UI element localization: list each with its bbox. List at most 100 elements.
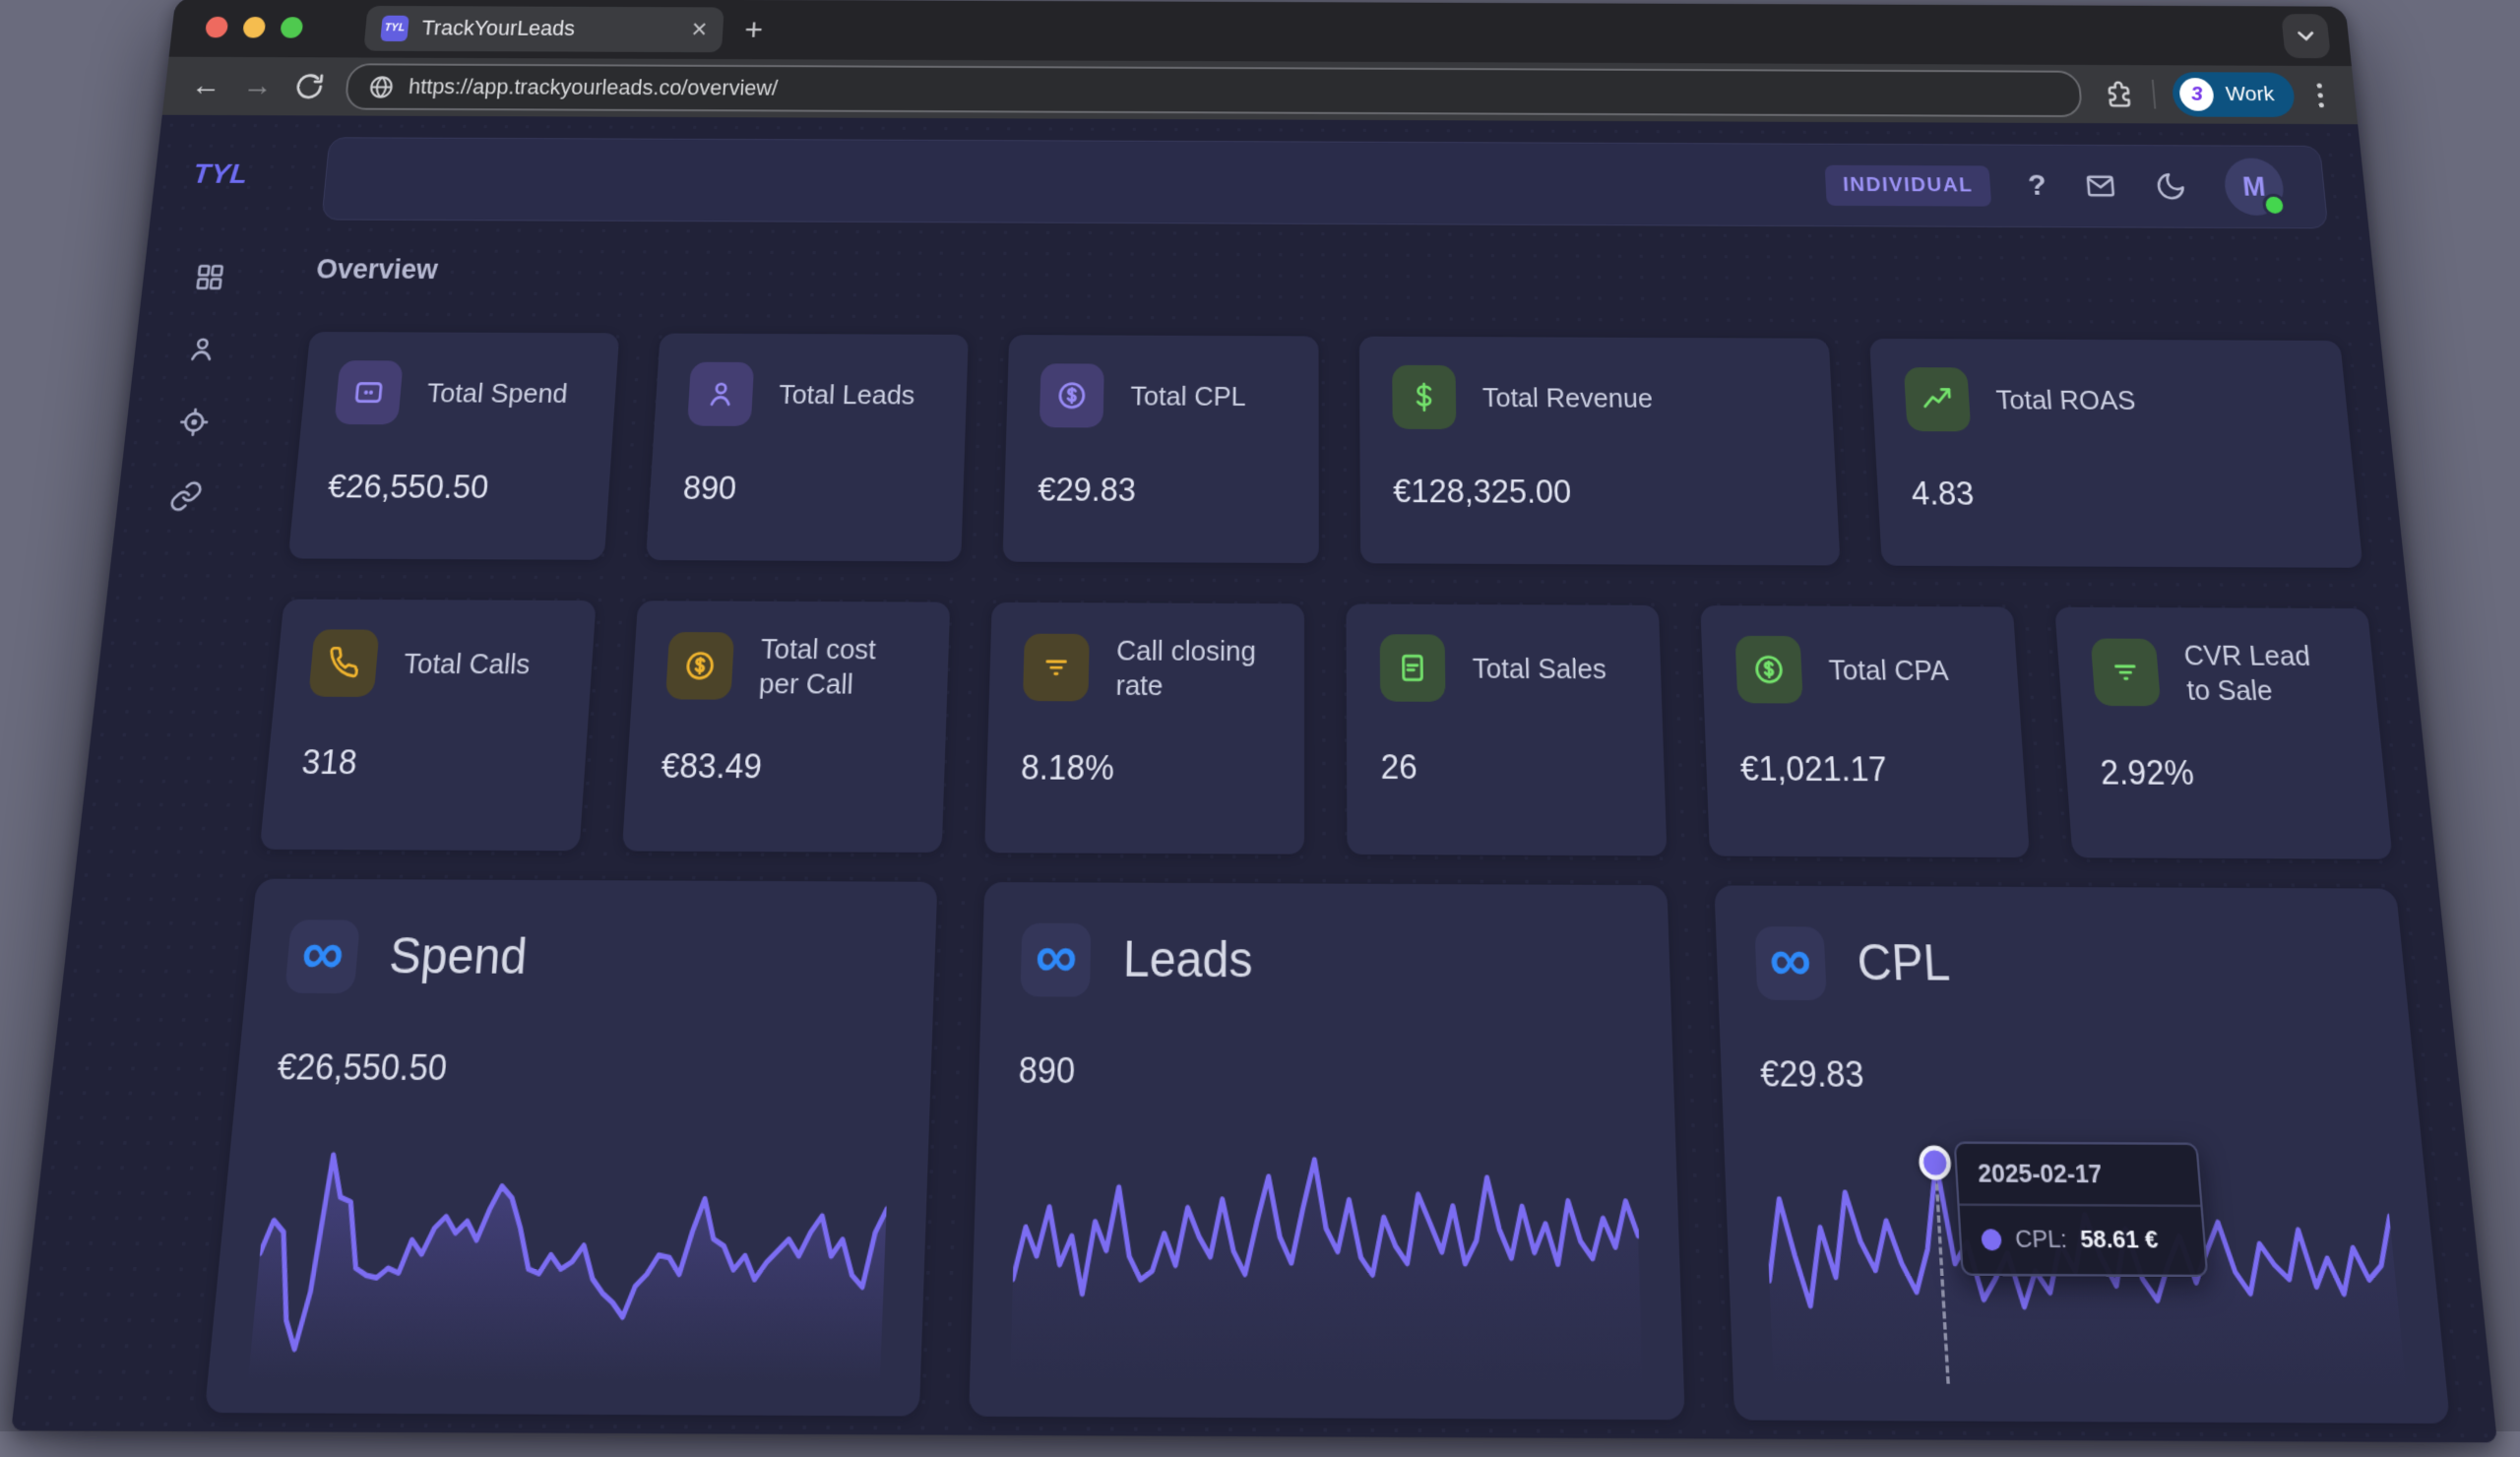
- chart-total-value: €29.83: [1759, 1053, 1865, 1096]
- series-dot-icon: [1981, 1229, 2003, 1251]
- online-status-dot: [2261, 193, 2288, 217]
- sidebar-item-leads[interactable]: [184, 334, 220, 365]
- tab-search-button[interactable]: [2281, 14, 2331, 59]
- stat-card: Total CPA €1,021.17: [1700, 605, 2031, 858]
- stat-card: Total cost per Call €83.49: [621, 601, 951, 854]
- tab-strip: TYL TrackYourLeads × +: [168, 0, 2352, 67]
- forward-button[interactable]: →: [241, 69, 275, 102]
- stat-label: Total Sales: [1472, 652, 1607, 685]
- chart-total-value: 890: [1018, 1049, 1076, 1092]
- stat-value: €83.49: [660, 746, 764, 787]
- stat-label: Total Revenue: [1481, 381, 1654, 414]
- coin-icon: [1055, 379, 1089, 412]
- leads-line-chart[interactable]: [1010, 1142, 1644, 1388]
- link-icon: [167, 479, 203, 512]
- reload-button[interactable]: [293, 72, 326, 101]
- stat-value: €1,021.17: [1739, 749, 1888, 790]
- top-header-bar: INDIVIDUAL ? M: [321, 137, 2329, 229]
- zoom-window-button[interactable]: [280, 17, 304, 38]
- puzzle-icon: [2103, 79, 2137, 110]
- filter-icon: [1039, 650, 1073, 684]
- globe-icon: [367, 74, 397, 100]
- stat-card: Total Calls 318: [259, 599, 597, 852]
- credit-card-icon: [350, 376, 386, 410]
- stat-card: CVR Lead to Sale 2.92%: [2054, 606, 2393, 859]
- chart-title: Leads: [1122, 931, 1253, 989]
- stat-icon-box: [1023, 633, 1090, 702]
- stat-label: Total ROAS: [1994, 384, 2137, 416]
- close-tab-icon[interactable]: ×: [690, 14, 709, 43]
- mail-icon: [2083, 169, 2117, 203]
- user-avatar[interactable]: M: [2222, 158, 2288, 217]
- stat-label: CVR Lead to Sale: [2182, 638, 2312, 707]
- stat-icon-box: [1392, 364, 1457, 430]
- browser-toolbar: ← → https://app.trackyourleads.co/overvi…: [161, 56, 2359, 125]
- stat-value: 4.83: [1910, 475, 1976, 513]
- spend-chart-card: ∞ Spend €26,550.50: [204, 878, 938, 1417]
- meta-icon: ∞: [1020, 922, 1092, 997]
- coin-icon: [682, 649, 718, 683]
- plan-badge: INDIVIDUAL: [1824, 164, 1991, 207]
- stat-value: 26: [1380, 747, 1418, 787]
- cpl-line-chart[interactable]: 2025-02-17 CPL: 58.61 €: [1763, 1141, 2407, 1391]
- stat-icon-box: [334, 360, 404, 425]
- stat-label: Total Calls: [402, 647, 532, 680]
- stat-label: Total Spend: [425, 377, 569, 410]
- stat-icon-box: [686, 361, 754, 426]
- stat-label: Total CPA: [1828, 653, 1950, 687]
- browser-tab[interactable]: TYL TrackYourLeads ×: [363, 5, 724, 52]
- filter-icon: [2108, 655, 2144, 689]
- address-bar[interactable]: https://app.trackyourleads.co/overview/: [344, 63, 2084, 118]
- spend-line-chart[interactable]: [247, 1138, 890, 1384]
- stat-label: Call closing rate: [1115, 634, 1256, 702]
- profile-avatar: 3: [2178, 78, 2216, 111]
- meta-icon: ∞: [1753, 925, 1827, 1001]
- sidebar-item-dashboard[interactable]: [192, 262, 226, 293]
- page-title: Overview: [314, 254, 440, 285]
- sidebar-item-links[interactable]: [167, 479, 203, 512]
- stat-label: Total CPL: [1130, 380, 1246, 412]
- back-button[interactable]: ←: [189, 69, 223, 102]
- sidebar-item-tracking[interactable]: [176, 406, 212, 438]
- stat-card: Total Spend €26,550.50: [287, 331, 619, 560]
- chart-title: Spend: [387, 927, 530, 985]
- pos-card-icon: [1396, 651, 1430, 685]
- url-text: https://app.trackyourleads.co/overview/: [408, 74, 779, 100]
- trending-up-icon: [1921, 383, 1955, 416]
- stat-value: 890: [681, 470, 738, 507]
- extensions-button[interactable]: [2103, 79, 2137, 110]
- new-tab-button[interactable]: +: [743, 11, 765, 47]
- cpl-chart-card: ∞ CPL €29.83 2025-02-17 CPL: 58.61 €: [1713, 885, 2451, 1425]
- tooltip-date: 2025-02-17: [1956, 1143, 2201, 1208]
- stat-icon-box: [1904, 367, 1972, 432]
- user-icon: [703, 377, 737, 411]
- chevron-down-icon: [2292, 24, 2320, 48]
- reload-icon: [293, 72, 326, 101]
- stat-card: Total Revenue €128,325.00: [1358, 336, 1842, 566]
- tab-favicon: TYL: [380, 15, 410, 41]
- close-window-button[interactable]: [204, 16, 229, 38]
- browser-menu-button[interactable]: [2310, 83, 2330, 107]
- messages-button[interactable]: [2083, 170, 2117, 202]
- avatar-initial: M: [2240, 171, 2267, 202]
- chart-total-value: €26,550.50: [276, 1046, 449, 1089]
- stat-label: Total Leads: [778, 378, 916, 411]
- grid-icon: [192, 262, 226, 293]
- stat-icon-box: [308, 629, 380, 697]
- theme-toggle-button[interactable]: [2154, 170, 2188, 202]
- minimize-window-button[interactable]: [242, 17, 267, 38]
- app-logo: TYL: [191, 158, 250, 189]
- stat-value: 8.18%: [1020, 748, 1115, 788]
- stat-icon-box: [2090, 638, 2162, 707]
- stat-icon-box: [1734, 635, 1803, 704]
- help-button[interactable]: ?: [2026, 168, 2048, 202]
- chart-title: CPL: [1856, 934, 1952, 992]
- browser-profile-button[interactable]: 3 Work: [2171, 72, 2297, 118]
- toolbar-divider: [2152, 79, 2157, 109]
- dashboard-page: TYL INDI: [11, 114, 2497, 1443]
- stats-grid-row-2: Total Calls 318 Total cost per Call €83.49 C…: [259, 599, 2393, 859]
- tooltip-series-label: CPL:: [2014, 1225, 2068, 1254]
- leads-chart-card: ∞ Leads 890: [969, 881, 1685, 1421]
- moon-icon: [2154, 170, 2188, 202]
